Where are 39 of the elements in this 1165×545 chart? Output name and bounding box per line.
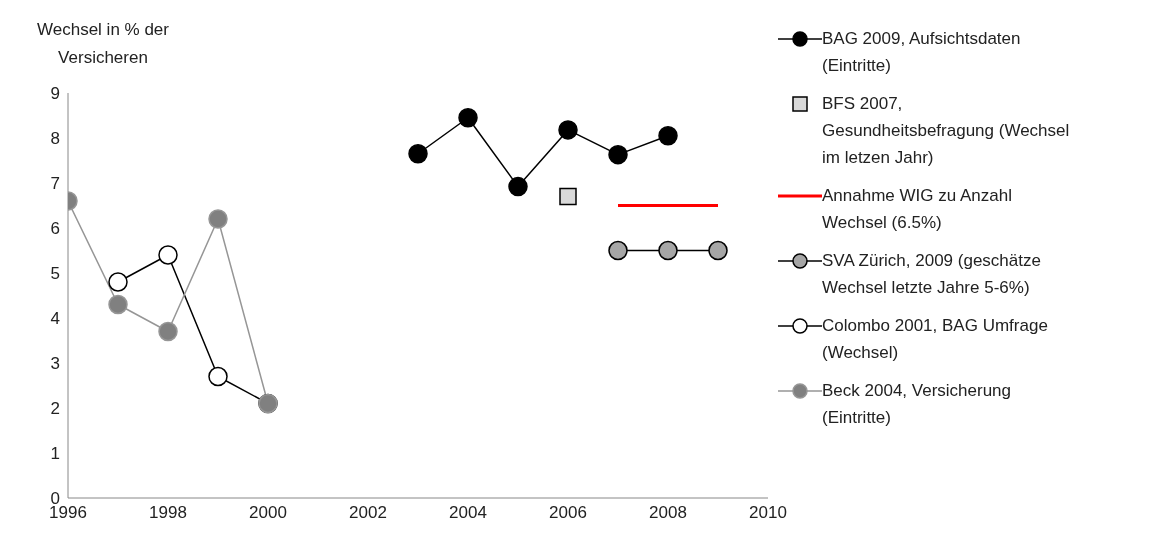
point bbox=[658, 240, 678, 261]
x-tick-label: 2002 bbox=[349, 503, 387, 523]
point bbox=[458, 108, 478, 128]
point bbox=[408, 144, 428, 164]
x-tick-label: 2008 bbox=[649, 503, 687, 523]
y-tick-label: 7 bbox=[50, 174, 60, 194]
legend-label: BAG 2009, Aufsichtsdaten (Eintritte) bbox=[822, 28, 1022, 77]
y-tick-label: 3 bbox=[50, 354, 60, 374]
legend-label: Beck 2004, Versicherung (Eintritte) bbox=[822, 380, 1012, 429]
x-tick-label: 2004 bbox=[449, 503, 487, 523]
y-tick-label: 5 bbox=[50, 264, 60, 284]
point bbox=[508, 176, 528, 197]
point bbox=[608, 144, 628, 165]
legend-label: Colombo 2001, BAG Umfrage (Wechsel) bbox=[822, 315, 1049, 364]
x-tick-label: 2006 bbox=[549, 503, 587, 523]
point bbox=[158, 245, 178, 265]
y-tick-label: 8 bbox=[50, 129, 60, 149]
legend-label: Annahme WIG zu Anzahl Wechsel (6.5%) bbox=[822, 185, 1013, 234]
y-tick-label: 1 bbox=[50, 444, 60, 464]
point bbox=[658, 126, 678, 146]
x-tick-label: 2000 bbox=[249, 503, 287, 523]
point bbox=[708, 240, 728, 261]
point bbox=[208, 366, 228, 387]
point bbox=[208, 209, 228, 229]
legend-label: BFS 2007, Gesundheitsbefragung (Wechsel im letzen Jahr) bbox=[822, 93, 1071, 169]
point bbox=[608, 240, 628, 261]
y-tick-label: 6 bbox=[50, 219, 60, 239]
point bbox=[108, 272, 128, 292]
x-tick-label: 1998 bbox=[149, 503, 187, 523]
y-axis-title: Wechsel in % der Versicheren bbox=[36, 19, 170, 69]
y-tick-label: 4 bbox=[50, 309, 60, 329]
point bbox=[108, 294, 128, 315]
point bbox=[558, 120, 578, 140]
legend-label: SVA Zürich, 2009 (geschätze Wechsel letzte Jahre 5-6%) bbox=[822, 250, 1042, 299]
point bbox=[559, 187, 577, 206]
point bbox=[158, 321, 178, 342]
x-tick-label: 2010 bbox=[749, 503, 787, 523]
y-tick-label: 2 bbox=[50, 399, 60, 419]
y-tick-label: 9 bbox=[50, 84, 60, 104]
